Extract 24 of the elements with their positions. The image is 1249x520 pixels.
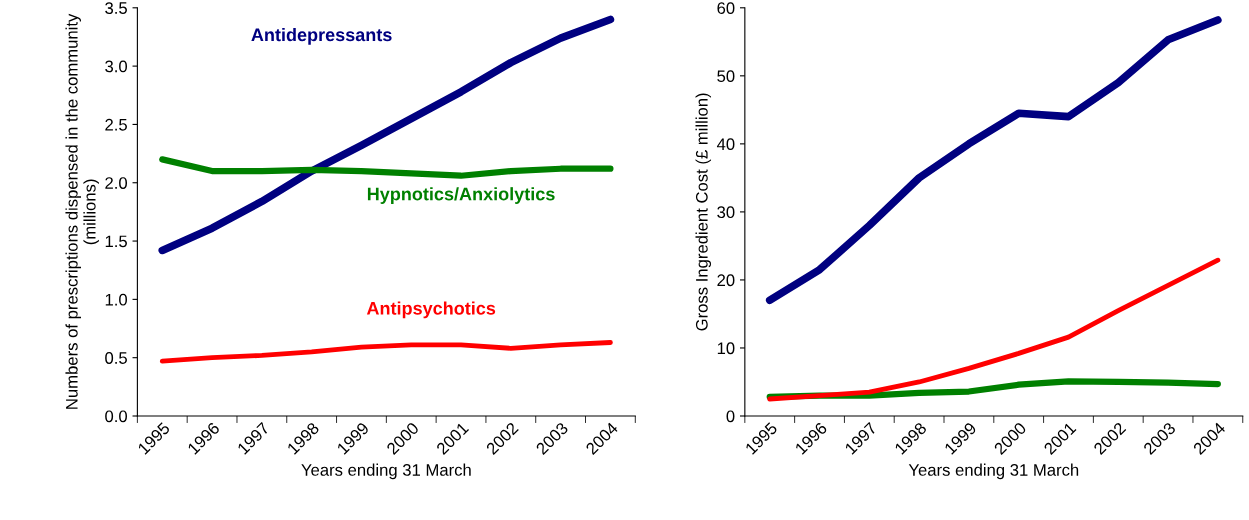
y-tick-label: 30 [717,206,735,219]
text: Antidepressants [251,27,392,45]
y-tick-label: 40 [716,138,735,151]
series-label: Hypnotics/Anxiolytics [367,187,555,204]
line-series [159,340,613,364]
y-tick-label: 1.5 [105,235,127,248]
y-tick-label: 10 [717,342,735,355]
line-series [767,257,1221,402]
y-tick-label: 3.0 [105,60,128,73]
y-tick-label: 60 [717,2,735,14]
y-axis-title: Numbers of prescriptions dispensed in the community (millions) [65,13,99,409]
y-tick-label: 3.5 [105,2,127,14]
y-tick-label: 1.0 [105,293,128,306]
y-tick-label: 50 [717,70,735,83]
y-tick-label: 0 [726,410,735,423]
y-tick-label: 2.5 [105,118,127,131]
y-tick-label: 0.0 [105,410,128,423]
x-axis-title: Years ending 31 March [908,463,1079,480]
y-tick-label: 20 [717,274,735,287]
x-axis-title: Years ending 31 March [301,463,471,480]
y-tick-label: 0.5 [105,352,127,364]
y-tick-label: 2.0 [105,177,128,189]
series-label: Antipsychotics [366,301,496,319]
y-axis-title: Gross Ingredient Cost (£ million) [695,93,712,331]
